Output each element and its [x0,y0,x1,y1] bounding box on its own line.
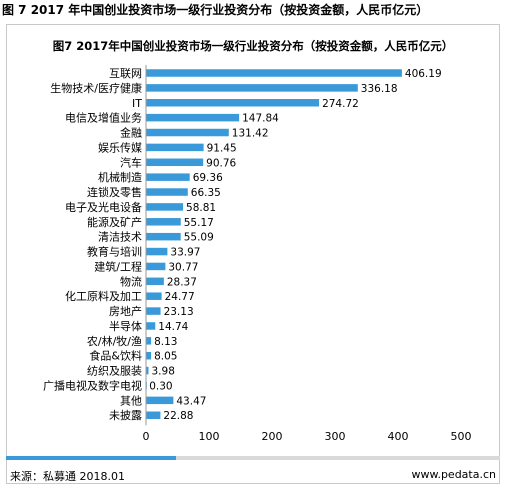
category-label: 电子及光电设备 [65,200,142,214]
bar [146,113,240,122]
value-label: 91.45 [207,142,237,154]
value-label: 24.77 [165,291,195,303]
bar [146,203,184,211]
chart-title: 图7 2017年中国创业投资市场一级行业投资分布（按投资金额，人民币亿元） [52,39,454,53]
value-label: 131.42 [232,128,269,140]
value-label: 274.72 [322,98,359,110]
bar [146,322,156,330]
value-label: 14.74 [158,321,188,333]
bar [146,158,204,167]
category-label: 化工原料及加工 [65,289,142,303]
source-url: www.pedata.cn [411,468,496,481]
value-label: 147.84 [242,113,279,125]
category-label: 互联网 [109,67,142,80]
bar [146,143,204,152]
bar [146,173,190,181]
footer-divider-accent [6,456,176,460]
value-label: 336.18 [361,83,398,95]
category-label: 房地产 [109,304,142,318]
bar [146,262,166,271]
value-label: 43.47 [176,395,206,407]
category-label: IT [132,97,142,110]
bar [146,232,181,241]
category-label: 建筑/工程 [94,259,142,273]
value-label: 0.30 [149,380,172,392]
bar [146,396,174,405]
value-label: 22.88 [163,410,193,422]
bar [146,307,161,315]
x-tick-label: 300 [325,430,346,443]
category-label: 食品&饮料 [89,349,142,363]
category-label: 教育与培训 [87,245,142,259]
value-label: 66.35 [191,187,221,199]
figure-caption: 图 7 2017 年中国创业投资市场一级行业投资分布（按投资金额，人民币亿元） [2,3,429,17]
category-label: 能源及矿产 [87,215,142,229]
value-label: 58.81 [186,202,216,214]
category-label: 娱乐传媒 [98,140,142,154]
source-note: 来源：私募通 2018.01 [10,470,125,483]
bar [146,337,152,345]
category-label: 电信及增值业务 [65,111,142,125]
category-label: 农/林/牧/渔 [87,334,142,348]
value-label: 8.13 [154,336,177,348]
category-label: 半导体 [109,319,142,333]
category-label: 汽车 [120,155,142,169]
bar [146,188,188,196]
category-label: 生物技术/医疗健康 [50,81,142,95]
value-label: 33.97 [170,247,200,259]
category-label: 物流 [120,274,142,288]
value-label: 55.17 [184,217,214,229]
x-tick-label: 100 [199,430,220,443]
bar [146,292,162,300]
bar [146,411,161,419]
category-label: 金融 [120,126,142,140]
bar [146,366,149,375]
value-label: 69.36 [193,172,223,184]
bar [146,277,164,286]
category-label: 机械制造 [98,170,142,184]
category-label: 未披露 [109,408,142,422]
value-label: 406.19 [405,68,442,80]
x-tick-label: 400 [388,430,409,443]
value-label: 23.13 [164,306,194,318]
bar [146,351,152,360]
category-label: 其他 [120,394,142,407]
value-label: 30.77 [168,261,198,273]
category-label: 清洁技术 [98,231,142,244]
bar [146,99,320,107]
bar [146,128,229,137]
footer-divider [6,456,500,460]
category-label: 纺织及服装 [87,364,142,378]
bar [146,247,168,256]
x-tick-label: 500 [451,430,472,443]
value-label: 55.09 [184,232,214,244]
x-tick-label: 200 [262,430,283,443]
category-label: 连锁及零售 [87,185,142,199]
value-label: 90.76 [206,157,236,169]
value-label: 28.37 [167,276,197,288]
bar [146,69,402,77]
x-tick-label: 0 [143,430,150,443]
chart-frame: 图7 2017年中国创业投资市场一级行业投资分布（按投资金额，人民币亿元） [6,24,500,484]
value-label: 8.05 [154,351,177,363]
bar [146,218,181,226]
category-label: 广播电视及数字电视 [43,378,142,392]
value-label: 3.98 [152,366,175,378]
bar [146,84,358,92]
